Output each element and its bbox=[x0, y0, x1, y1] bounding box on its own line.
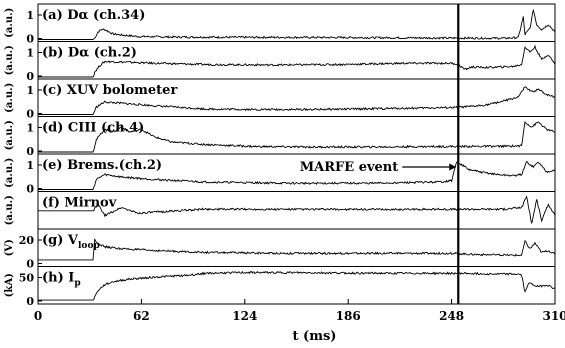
y-tick-label: 20 bbox=[19, 234, 35, 247]
y-unit-a: (a.u.) bbox=[4, 8, 15, 38]
panel-frame bbox=[37, 266, 556, 305]
panel-a: (a) Dα (ch.34) 1 0 (a.u.) bbox=[4, 3, 556, 46]
x-axis-label: t (ms) bbox=[293, 329, 337, 344]
panel-h: (h) Ip 50 0 (kA) bbox=[4, 266, 556, 308]
annotation-arrowhead bbox=[449, 163, 457, 171]
y-tick-label: 0 bbox=[26, 108, 34, 121]
x-tick-label: 186 bbox=[336, 309, 361, 323]
y-tick-label: 1 bbox=[26, 84, 34, 97]
x-tick-label: 310 bbox=[542, 309, 565, 323]
panel-label-e: (e) Brems.(ch.2) bbox=[42, 158, 162, 173]
y-unit-f: (a.u.) bbox=[4, 195, 15, 225]
x-tick-label: 248 bbox=[439, 309, 464, 323]
panel-c: (c) XUV bolometer 1 0 (a.u.) bbox=[4, 78, 556, 121]
panel-label-a: (a) Dα (ch.34) bbox=[42, 8, 145, 23]
y-tick-label: 0 bbox=[26, 145, 34, 158]
annotation-label: MARFE event bbox=[300, 160, 399, 175]
y-tick-label: 0 bbox=[26, 33, 34, 46]
series-line-f bbox=[38, 195, 556, 224]
y-tick-label: 1 bbox=[26, 122, 34, 135]
y-tick-label: 1 bbox=[26, 47, 34, 60]
y-tick-label: 0 bbox=[26, 183, 34, 196]
panel-b: (b) Dα (ch.2) 1 0 (a.u.) bbox=[4, 41, 556, 83]
y-unit-h: (kA) bbox=[4, 273, 15, 297]
y-unit-d: (a.u.) bbox=[4, 120, 15, 150]
panel-f: (f) Mirnov (a.u.) bbox=[4, 191, 556, 230]
y-tick-label: 0 bbox=[26, 295, 34, 308]
x-tick-label: 0 bbox=[34, 309, 42, 323]
y-unit-c: (a.u.) bbox=[4, 83, 15, 113]
panel-label-c: (c) XUV bolometer bbox=[42, 83, 177, 98]
x-tick-label: 124 bbox=[232, 309, 257, 323]
y-tick-label: 1 bbox=[26, 159, 34, 172]
series-line-g bbox=[38, 238, 556, 261]
panel-e: (e) Brems.(ch.2) 1 0 (a.u.) bbox=[4, 153, 556, 196]
panel-label-h: (h) Ip bbox=[42, 271, 81, 289]
y-unit-e: (a.u.) bbox=[4, 158, 15, 188]
panel-label-b: (b) Dα (ch.2) bbox=[42, 46, 137, 61]
panel-label-g: (g) Vloop bbox=[42, 233, 100, 251]
x-tick-label: 62 bbox=[133, 309, 150, 323]
chart-panels: (a) Dα (ch.34)10(a.u.)(b) Dα (ch.2)10(a.… bbox=[4, 3, 556, 308]
series-line-e bbox=[38, 160, 556, 190]
series-line-b bbox=[38, 44, 556, 78]
y-tick-label: 0 bbox=[26, 258, 34, 271]
marfe-annotation: MARFE event bbox=[300, 4, 460, 304]
y-tick-label: 0 bbox=[26, 70, 34, 83]
y-unit-g: (V) bbox=[4, 239, 15, 256]
panel-g: (g) Vloop 20 0 (V) bbox=[4, 228, 556, 271]
x-axis: 0 62 124 186 248 310 t (ms) bbox=[34, 299, 565, 344]
panel-label-f: (f) Mirnov bbox=[42, 196, 117, 211]
series-line-c bbox=[38, 86, 556, 115]
y-tick-label: 1 bbox=[26, 9, 34, 22]
y-unit-b: (a.u.) bbox=[4, 45, 15, 75]
series-line-d bbox=[38, 120, 556, 153]
series-line-h bbox=[38, 270, 556, 301]
panel-d: (d) CIII (ch.4) 1 0 (a.u.) bbox=[4, 116, 556, 158]
series-line-a bbox=[38, 8, 556, 40]
panel-label-d: (d) CIII (ch.4) bbox=[42, 121, 144, 136]
y-tick-label: 50 bbox=[19, 272, 35, 285]
